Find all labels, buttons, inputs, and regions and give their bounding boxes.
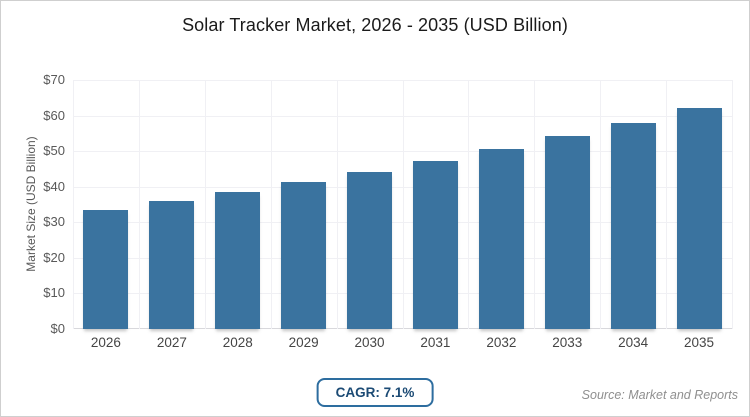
x-tick-2034: 2034 bbox=[618, 335, 649, 350]
y-tick-30: $30 bbox=[43, 214, 65, 230]
bar-2034 bbox=[610, 122, 656, 329]
gridline-x-0 bbox=[73, 80, 74, 329]
x-tick-2029: 2029 bbox=[288, 335, 319, 350]
x-tick-2032: 2032 bbox=[486, 335, 517, 350]
bar-2030 bbox=[347, 172, 393, 329]
bar-2028 bbox=[215, 192, 261, 329]
y-tick-40: $40 bbox=[43, 178, 65, 194]
plot-area bbox=[73, 80, 733, 329]
gridline-x-9 bbox=[666, 80, 668, 329]
gridline-x-7 bbox=[534, 80, 536, 329]
gridline-x-2 bbox=[204, 80, 206, 329]
y-tick-60: $60 bbox=[43, 107, 65, 123]
y-tick-70: $70 bbox=[43, 72, 65, 87]
x-tick-2031: 2031 bbox=[420, 335, 451, 350]
y-tick-50: $50 bbox=[43, 143, 65, 159]
x-tick-2033: 2033 bbox=[552, 335, 583, 350]
x-tick-2028: 2028 bbox=[222, 335, 253, 350]
source-text: Source: Market and Reports bbox=[581, 388, 738, 402]
gridline-x-4 bbox=[336, 80, 338, 329]
bar-2031 bbox=[412, 161, 458, 329]
bar-2027 bbox=[149, 201, 195, 329]
gridline-x-6 bbox=[468, 80, 470, 329]
y-tick-10: $10 bbox=[43, 285, 65, 301]
cagr-label: CAGR: 7.1% bbox=[335, 385, 415, 400]
y-tick-20: $20 bbox=[43, 249, 65, 265]
gridline-x-3 bbox=[270, 80, 272, 329]
bar-2029 bbox=[281, 182, 327, 329]
x-tick-2027: 2027 bbox=[156, 335, 187, 350]
cagr-badge: CAGR: 7.1% bbox=[316, 378, 434, 407]
x-tick-2035: 2035 bbox=[684, 335, 715, 350]
gridline-x-10 bbox=[732, 80, 733, 329]
bar-2026 bbox=[83, 209, 129, 329]
gridline-x-8 bbox=[600, 80, 602, 329]
gridline-x-5 bbox=[402, 80, 404, 329]
bar-2035 bbox=[676, 108, 722, 329]
bar-2033 bbox=[544, 136, 590, 329]
chart-title: Solar Tracker Market, 2026 - 2035 (USD B… bbox=[182, 15, 568, 35]
x-tick-2026: 2026 bbox=[90, 335, 121, 350]
x-tick-2030: 2030 bbox=[354, 335, 385, 350]
y-tick-0: $0 bbox=[50, 321, 65, 336]
bar-2032 bbox=[478, 149, 524, 329]
gridline-x-1 bbox=[138, 80, 140, 329]
